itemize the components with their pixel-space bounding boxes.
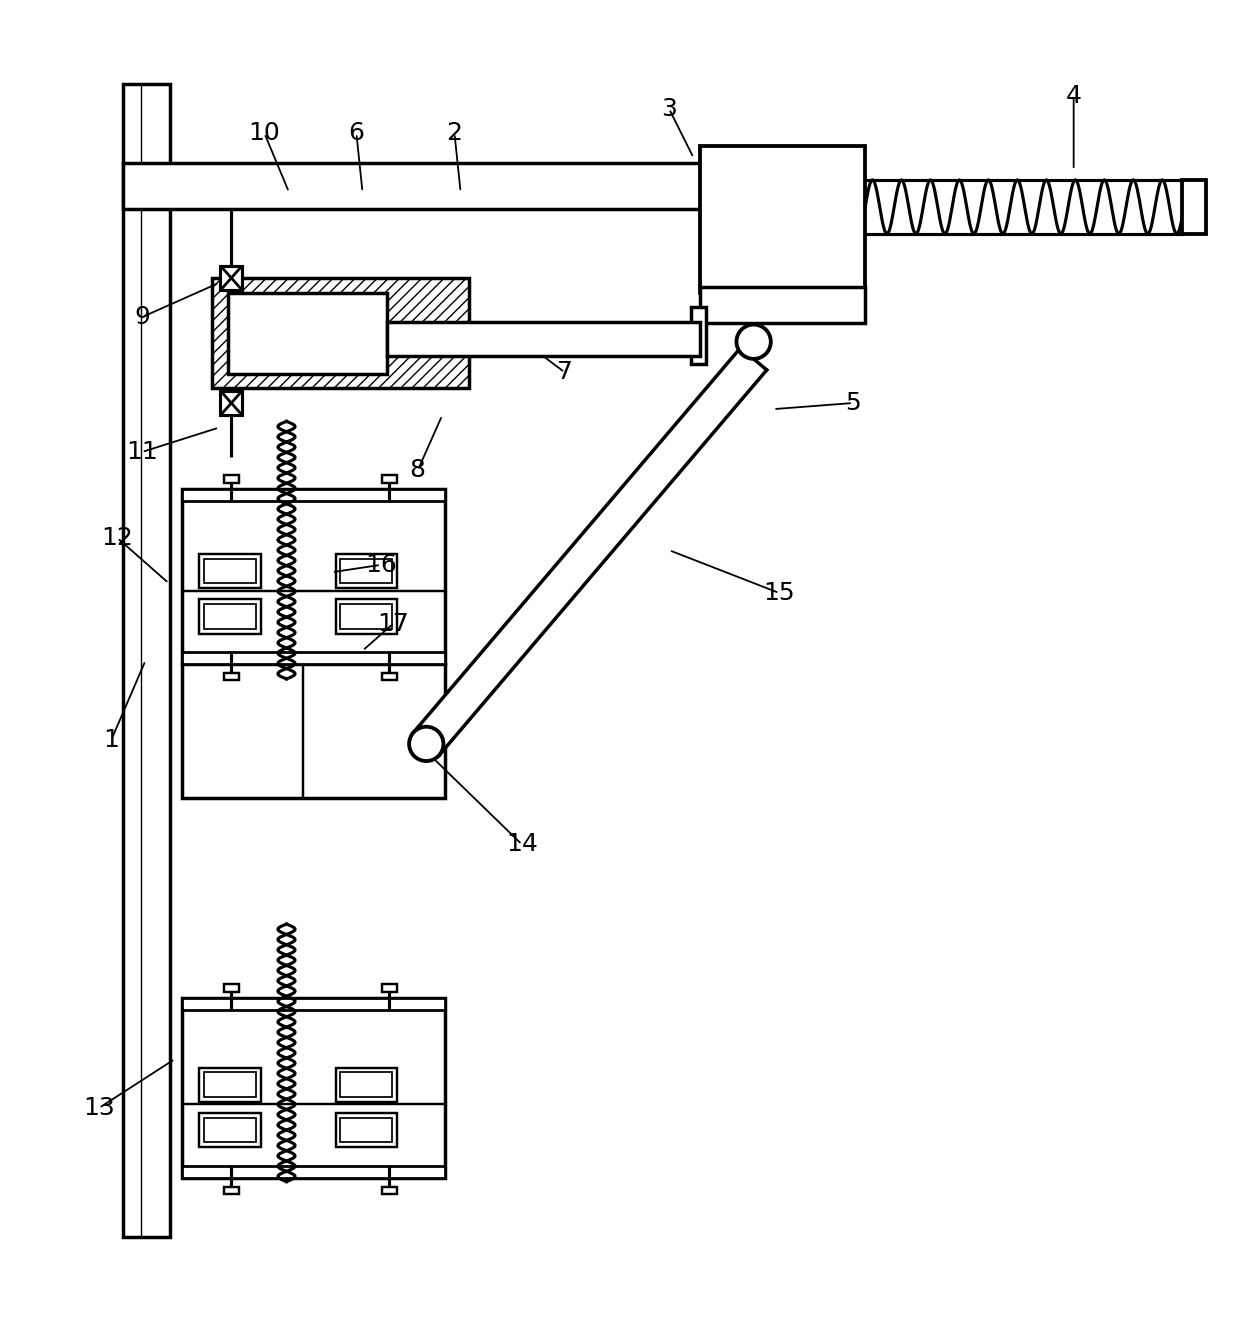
Bar [205,1118,255,1143]
Bar [224,476,238,482]
Bar [182,489,445,501]
Bar [336,600,397,634]
Bar [341,1118,392,1143]
Bar [382,672,397,680]
Bar [1182,180,1207,234]
Bar [124,85,170,1236]
Text: 3: 3 [661,96,677,120]
Text: 9: 9 [134,305,150,329]
Bar [699,145,866,293]
Text: 4: 4 [1065,85,1081,108]
Bar [341,559,392,584]
Bar [336,553,397,588]
Bar [205,559,255,584]
Bar [224,672,238,680]
Text: 8: 8 [409,458,425,482]
Bar [336,1112,397,1147]
Bar [200,553,260,588]
Text: 17: 17 [377,612,409,635]
Bar [200,600,260,634]
Polygon shape [413,347,766,756]
Text: 13: 13 [83,1096,115,1120]
Bar [387,322,699,357]
Bar [200,1112,260,1147]
Bar [336,1067,397,1102]
Bar [382,1186,397,1194]
Text: 16: 16 [365,553,397,577]
Bar [205,1073,255,1096]
Bar [221,391,242,415]
Bar [182,997,445,1178]
Text: 7: 7 [557,361,573,384]
Text: 6: 6 [348,122,365,145]
Bar [382,984,397,992]
Bar [699,287,866,324]
Bar [182,489,445,664]
Bar [212,277,469,388]
Circle shape [737,325,771,359]
Bar [182,1165,445,1178]
Text: 1: 1 [103,728,119,752]
Bar [124,162,853,209]
Bar [182,997,445,1011]
Text: 10: 10 [248,122,280,145]
Text: 2: 2 [446,122,463,145]
Bar [341,604,392,629]
Bar [205,604,255,629]
Bar [221,266,242,291]
Bar [224,1186,238,1194]
Bar [200,1067,260,1102]
Bar [691,308,706,363]
Bar [224,984,238,992]
Circle shape [409,727,444,761]
Bar [182,664,445,798]
Text: 12: 12 [102,526,133,550]
Text: 14: 14 [506,832,538,856]
Text: 15: 15 [764,581,795,605]
Bar [341,1073,392,1096]
Text: 11: 11 [126,440,157,464]
Bar [382,476,397,482]
Bar [228,293,387,374]
Bar [182,653,445,664]
Text: 5: 5 [846,391,861,415]
